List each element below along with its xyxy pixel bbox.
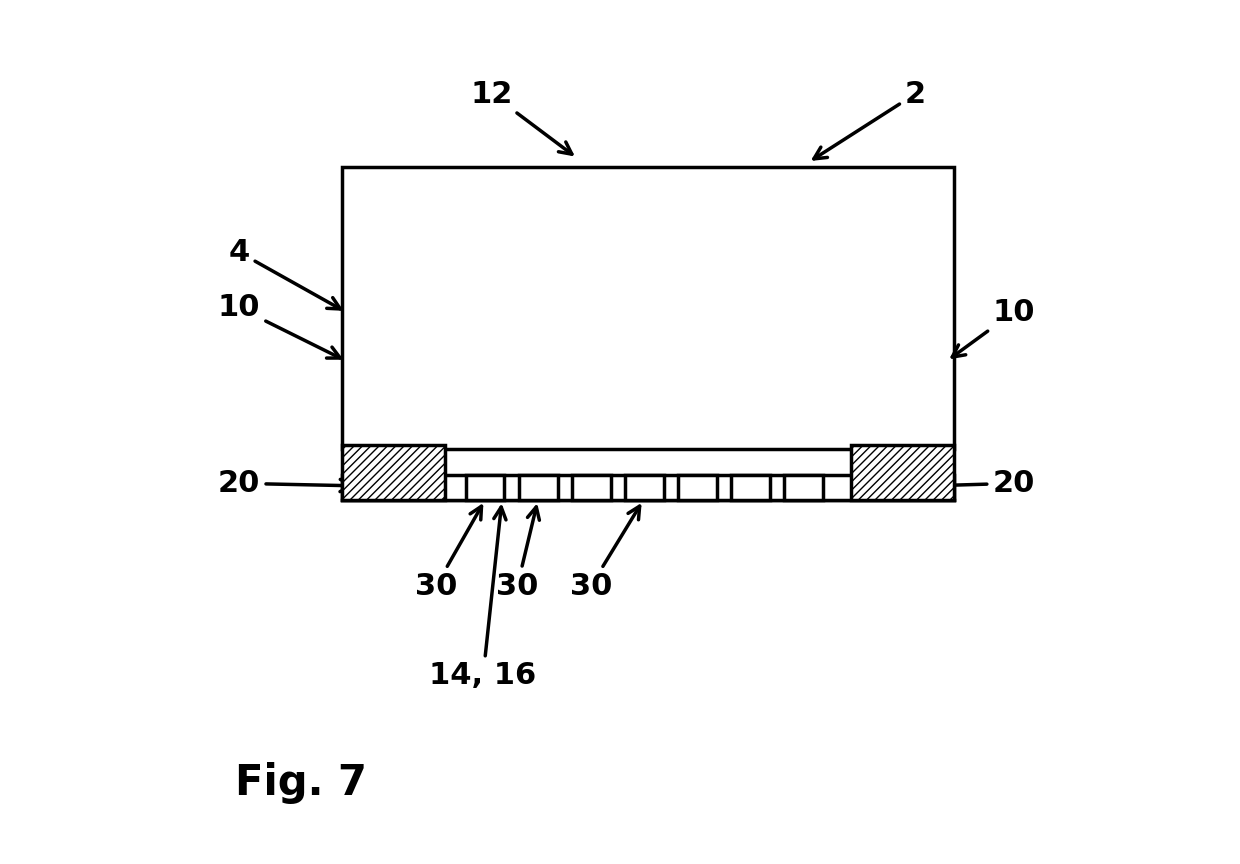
Text: 30: 30 [415,506,481,600]
Text: 20: 20 [218,469,352,498]
Text: 20: 20 [935,469,1035,498]
Bar [851,445,954,500]
Text: 30: 30 [496,507,539,600]
Bar [466,475,505,500]
Text: 10: 10 [952,298,1035,357]
Text: 2: 2 [813,79,926,159]
Text: 12: 12 [470,79,572,154]
Bar [342,167,954,449]
Bar [625,475,663,500]
Text: 10: 10 [218,294,340,358]
Bar [732,475,770,500]
Bar [342,475,954,500]
Bar [678,475,717,500]
Text: Fig. 7: Fig. 7 [234,762,367,804]
Bar [784,475,823,500]
Text: 30: 30 [569,506,640,600]
Text: 4: 4 [228,238,340,309]
Bar [342,445,445,500]
Bar [572,475,610,500]
Bar [520,475,558,500]
Text: 14, 16: 14, 16 [429,507,537,690]
